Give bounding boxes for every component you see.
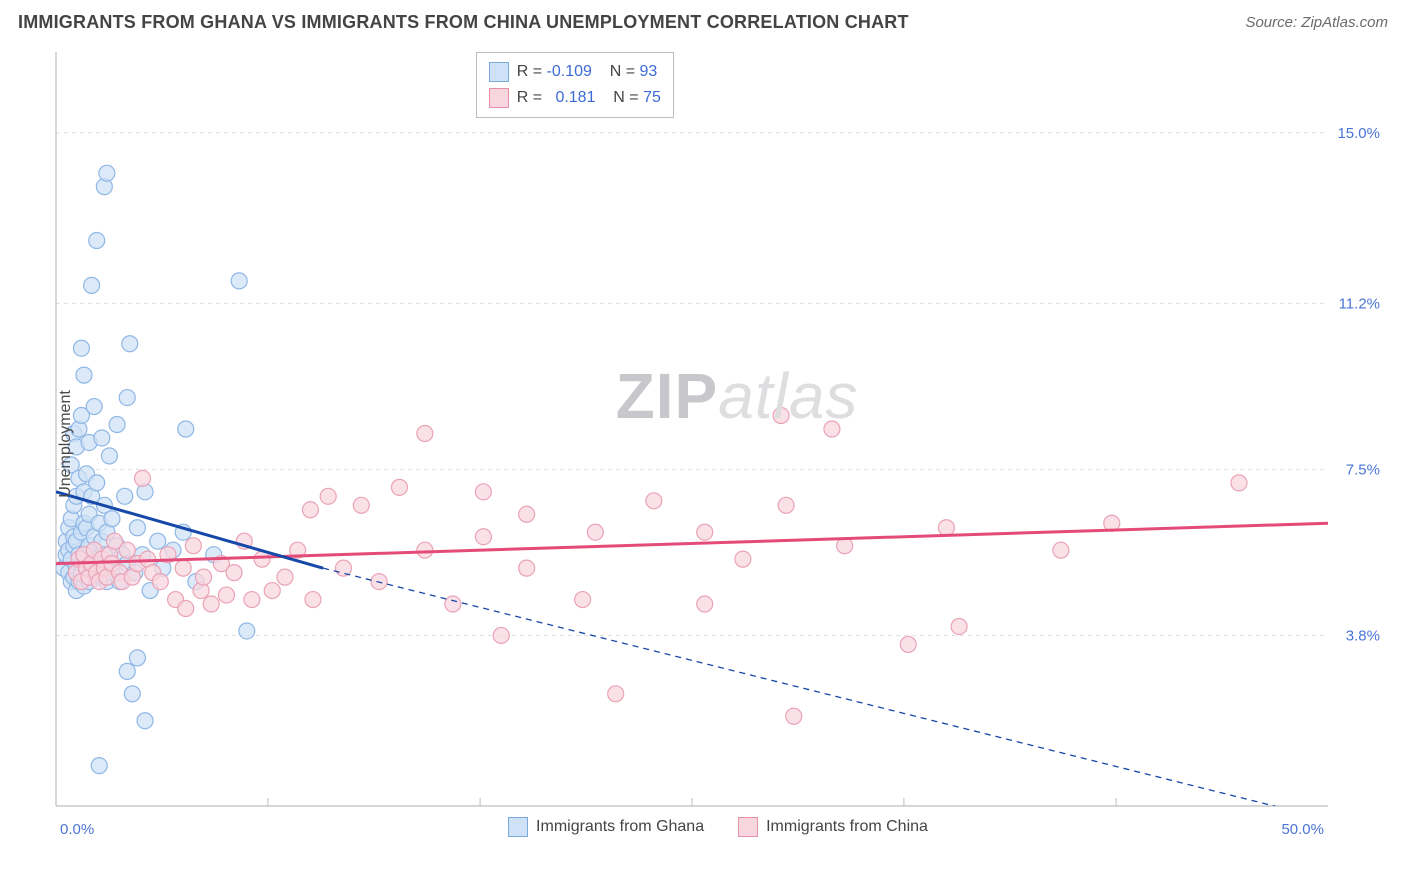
svg-text:7.5%: 7.5% bbox=[1346, 461, 1380, 478]
china-point bbox=[264, 583, 280, 599]
r-label: R = bbox=[517, 85, 547, 111]
y-axis-label: Unemployment bbox=[57, 390, 75, 498]
china-point bbox=[697, 524, 713, 540]
ghana-point bbox=[94, 430, 110, 446]
china-point bbox=[475, 484, 491, 500]
china-point bbox=[493, 627, 509, 643]
china-point bbox=[697, 596, 713, 612]
china-point bbox=[900, 636, 916, 652]
r-label: R = bbox=[517, 59, 547, 85]
china-point bbox=[417, 542, 433, 558]
china-point bbox=[475, 529, 491, 545]
china-point bbox=[218, 587, 234, 603]
ghana-point bbox=[89, 475, 105, 491]
source-label: Source: ZipAtlas.com bbox=[1245, 14, 1388, 31]
ghana-point bbox=[124, 686, 140, 702]
china-point bbox=[608, 686, 624, 702]
ghana-point bbox=[122, 336, 138, 352]
china-point bbox=[646, 493, 662, 509]
china-point bbox=[277, 569, 293, 585]
legend-item-ghana: Immigrants from Ghana bbox=[508, 817, 704, 837]
ghana-point bbox=[117, 488, 133, 504]
china-point bbox=[786, 708, 802, 724]
ghana-point bbox=[150, 533, 166, 549]
legend-item-china: Immigrants from China bbox=[738, 817, 928, 837]
ghana-point bbox=[137, 713, 153, 729]
ghana-point bbox=[231, 273, 247, 289]
ghana-point bbox=[109, 417, 125, 433]
swatch-ghana-icon bbox=[508, 817, 528, 837]
series-legend: Immigrants from Ghana Immigrants from Ch… bbox=[48, 812, 1388, 842]
china-point bbox=[1231, 475, 1247, 491]
china-point bbox=[587, 524, 603, 540]
china-point bbox=[519, 506, 535, 522]
china-point bbox=[735, 551, 751, 567]
ghana-point bbox=[84, 277, 100, 293]
chart-header: IMMIGRANTS FROM GHANA VS IMMIGRANTS FROM… bbox=[18, 12, 1388, 40]
ghana-label: Immigrants from Ghana bbox=[536, 818, 704, 835]
ghana-point bbox=[239, 623, 255, 639]
china-point bbox=[203, 596, 219, 612]
svg-text:15.0%: 15.0% bbox=[1337, 125, 1380, 142]
legend-row-ghana: R = -0.109 N = 93 bbox=[489, 59, 661, 85]
ghana-point bbox=[129, 520, 145, 536]
china-point bbox=[134, 470, 150, 486]
china-point bbox=[320, 488, 336, 504]
china-point bbox=[938, 520, 954, 536]
n-label: N = bbox=[610, 59, 640, 85]
ghana-point bbox=[91, 758, 107, 774]
swatch-china-icon bbox=[489, 88, 509, 108]
ghana-point bbox=[89, 233, 105, 249]
china-label: Immigrants from China bbox=[766, 818, 928, 835]
china-point bbox=[178, 601, 194, 617]
ghana-point bbox=[73, 340, 89, 356]
svg-text:3.8%: 3.8% bbox=[1346, 627, 1380, 644]
ghana-point bbox=[101, 448, 117, 464]
china-point bbox=[353, 497, 369, 513]
china-point bbox=[305, 592, 321, 608]
china-point bbox=[226, 565, 242, 581]
china-point bbox=[302, 502, 318, 518]
china-n-value: 75 bbox=[643, 85, 661, 111]
legend-row-china: R = 0.181 N = 75 bbox=[489, 85, 661, 111]
china-point bbox=[575, 592, 591, 608]
china-point bbox=[175, 560, 191, 576]
china-r-value: 0.181 bbox=[555, 85, 595, 111]
china-point bbox=[391, 479, 407, 495]
china-point bbox=[417, 425, 433, 441]
ghana-point bbox=[178, 421, 194, 437]
china-point bbox=[951, 618, 967, 634]
swatch-china-icon bbox=[738, 817, 758, 837]
chart-title: IMMIGRANTS FROM GHANA VS IMMIGRANTS FROM… bbox=[18, 12, 909, 32]
ghana-point bbox=[119, 390, 135, 406]
ghana-point bbox=[104, 511, 120, 527]
scatter-plot-svg: 3.8%7.5%11.2%15.0%0.0%50.0% bbox=[48, 46, 1388, 842]
china-point bbox=[244, 592, 260, 608]
china-point bbox=[445, 596, 461, 612]
ghana-n-value: 93 bbox=[640, 59, 658, 85]
china-point bbox=[119, 542, 135, 558]
china-point bbox=[778, 497, 794, 513]
swatch-ghana-icon bbox=[489, 62, 509, 82]
china-point bbox=[824, 421, 840, 437]
ghana-point bbox=[86, 399, 102, 415]
china-point bbox=[1053, 542, 1069, 558]
china-point bbox=[196, 569, 212, 585]
ghana-point bbox=[119, 663, 135, 679]
ghana-point bbox=[76, 367, 92, 383]
china-point bbox=[519, 560, 535, 576]
china-point bbox=[185, 538, 201, 554]
ghana-point bbox=[129, 650, 145, 666]
plot-area: Unemployment 3.8%7.5%11.2%15.0%0.0%50.0%… bbox=[48, 46, 1388, 842]
ghana-r-value: -0.109 bbox=[547, 59, 592, 85]
china-point bbox=[773, 408, 789, 424]
svg-text:11.2%: 11.2% bbox=[1339, 295, 1380, 312]
ghana-point bbox=[99, 165, 115, 181]
china-point bbox=[335, 560, 351, 576]
n-label: N = bbox=[613, 85, 643, 111]
china-point bbox=[152, 574, 168, 590]
correlation-legend: R = -0.109 N = 93 R = 0.181 N = 75 bbox=[476, 52, 674, 118]
